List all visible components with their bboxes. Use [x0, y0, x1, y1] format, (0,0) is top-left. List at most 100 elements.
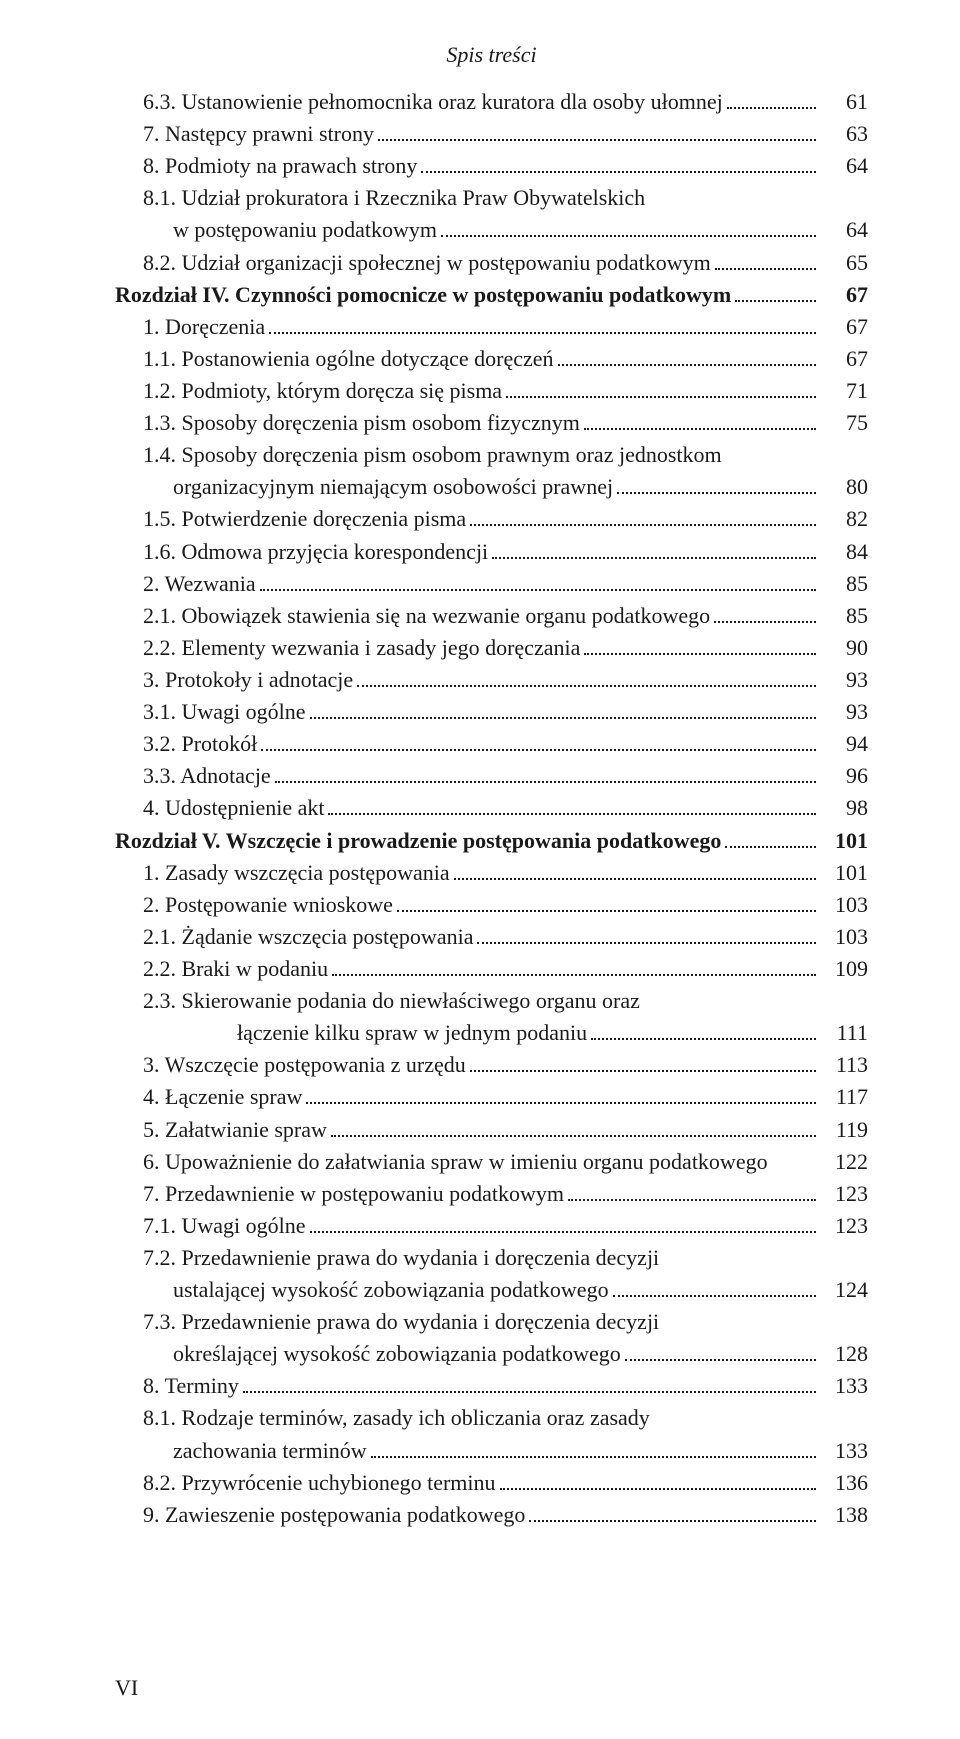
toc-page: 133	[820, 1370, 868, 1402]
toc-page: 136	[820, 1467, 868, 1499]
toc-page: 61	[820, 86, 868, 118]
toc-leader	[500, 1468, 816, 1490]
toc-row: 6. Upoważnienie do załatwiania spraw w i…	[115, 1146, 868, 1178]
toc-leader	[725, 826, 816, 848]
toc-label: 7.2. Przedawnienie prawa do wydania i do…	[115, 1242, 659, 1274]
toc-label: 1.6. Odmowa przyjęcia korespondencji	[115, 536, 488, 568]
toc-leader	[357, 665, 816, 687]
toc-label: 2.1. Żądanie wszczęcia postępowania	[115, 921, 473, 953]
toc-row: 7. Przedawnienie w postępowaniu podatkow…	[115, 1178, 868, 1210]
toc-leader	[477, 922, 816, 944]
toc-page: 63	[820, 118, 868, 150]
toc-row: 2.1. Obowiązek stawienia się na wezwanie…	[115, 600, 868, 632]
toc-label: ustalającej wysokość zobowiązania podatk…	[115, 1274, 609, 1306]
toc-page: 64	[820, 214, 868, 246]
toc-leader	[529, 1500, 816, 1522]
toc-page: 82	[820, 503, 868, 535]
toc-label: łączenie kilku spraw w jednym podaniu	[115, 1017, 587, 1049]
toc-row: 9. Zawieszenie postępowania podatkowego1…	[115, 1499, 868, 1531]
toc-leader	[332, 954, 816, 976]
toc-label: 2.2. Elementy wezwania i zasady jego dor…	[115, 632, 580, 664]
toc-leader	[727, 87, 816, 109]
toc-row: Rozdział IV. Czynności pomocnicze w post…	[115, 279, 868, 311]
toc-label: 8.2. Przywrócenie uchybionego terminu	[115, 1467, 496, 1499]
toc-label: 9. Zawieszenie postępowania podatkowego	[115, 1499, 525, 1531]
toc-page: 80	[820, 471, 868, 503]
toc-page: 71	[820, 375, 868, 407]
toc-row: 2. Wezwania85	[115, 568, 868, 600]
toc-page: 123	[820, 1178, 868, 1210]
toc-row: 1.4. Sposoby doręczenia pism osobom praw…	[115, 439, 868, 471]
toc-page: 75	[820, 407, 868, 439]
toc-leader	[275, 762, 816, 784]
page-number: VI	[115, 1675, 138, 1701]
toc-label: 7. Następcy prawni strony	[115, 118, 374, 150]
toc-label: w postępowaniu podatkowym	[115, 214, 437, 246]
toc-label: 3. Wszczęcie postępowania z urzędu	[115, 1049, 466, 1081]
toc-page: 65	[820, 247, 868, 279]
toc-label: 1.1. Postanowienia ogólne dotyczące dorę…	[115, 343, 554, 375]
toc-label: Rozdział IV. Czynności pomocnicze w post…	[115, 279, 731, 311]
toc-label: określającej wysokość zobowiązania podat…	[115, 1338, 621, 1370]
toc-page: 98	[820, 792, 868, 824]
toc-page: 85	[820, 568, 868, 600]
toc-row: Rozdział V. Wszczęcie i prowadzenie post…	[115, 825, 868, 857]
toc-leader	[243, 1372, 816, 1394]
toc-label: zachowania terminów	[115, 1435, 367, 1467]
toc-page: 117	[820, 1081, 868, 1113]
toc-page: 109	[820, 953, 868, 985]
toc-label: 3.2. Protokół	[115, 728, 257, 760]
toc-row: 2.2. Braki w podaniu 109	[115, 953, 868, 985]
toc-leader	[310, 1211, 816, 1233]
toc-page: 133	[820, 1435, 868, 1467]
toc-row: 2.2. Elementy wezwania i zasady jego dor…	[115, 632, 868, 664]
toc-label: 4. Udostępnienie akt	[115, 792, 324, 824]
toc-row: 3.1. Uwagi ogólne93	[115, 696, 868, 728]
toc-label: 6. Upoważnienie do załatwiania spraw w i…	[115, 1146, 768, 1178]
toc-row: 3. Wszczęcie postępowania z urzędu 113	[115, 1049, 868, 1081]
toc-label: 1.4. Sposoby doręczenia pism osobom praw…	[115, 439, 722, 471]
toc-row: 1.2. Podmioty, którym doręcza się pisma 7…	[115, 375, 868, 407]
toc-row: 7.1. Uwagi ogólne123	[115, 1210, 868, 1242]
toc-label: 4. Łączenie spraw	[115, 1081, 302, 1113]
toc-leader	[558, 344, 816, 366]
toc-row: 3.2. Protokół 94	[115, 728, 868, 760]
toc-label: 7.3. Przedawnienie prawa do wydania i do…	[115, 1306, 659, 1338]
toc-label: 2. Postępowanie wnioskowe	[115, 889, 393, 921]
toc-leader	[454, 858, 816, 880]
toc-label: 1.5. Potwierdzenie doręczenia pisma	[115, 503, 466, 535]
toc-page: 101	[820, 825, 868, 857]
toc-page: 103	[820, 921, 868, 953]
toc-label: 3. Protokoły i adnotacje	[115, 664, 353, 696]
toc-row: 1. Doręczenia67	[115, 311, 868, 343]
toc-row: 6.3. Ustanowienie pełnomocnika oraz kura…	[115, 86, 868, 118]
toc-page: 85	[820, 600, 868, 632]
toc-label: 1.3. Sposoby doręczenia pism osobom fizy…	[115, 407, 580, 439]
toc-leader	[735, 280, 816, 302]
toc-row: 3. Protokoły i adnotacje93	[115, 664, 868, 696]
toc-row: 2. Postępowanie wnioskowe103	[115, 889, 868, 921]
toc-row: zachowania terminów 133	[115, 1435, 868, 1467]
toc-page: 111	[820, 1017, 868, 1049]
toc-leader	[441, 216, 816, 238]
toc-row: 8.2. Udział organizacji społecznej w pos…	[115, 247, 868, 279]
toc-page: 113	[820, 1049, 868, 1081]
toc-label: 8.1. Rodzaje terminów, zasady ich oblicz…	[115, 1402, 650, 1434]
toc-leader	[378, 119, 816, 141]
toc-leader	[470, 1050, 816, 1072]
toc-leader	[306, 1083, 816, 1105]
toc-label: 1.2. Podmioty, którym doręcza się pisma	[115, 375, 502, 407]
toc-label: 2.2. Braki w podaniu	[115, 953, 328, 985]
toc-page: 94	[820, 728, 868, 760]
toc-leader	[331, 1115, 816, 1137]
toc-page: 67	[820, 311, 868, 343]
toc-leader	[397, 890, 816, 912]
toc-label: 1. Zasady wszczęcia postępowania	[115, 857, 450, 889]
toc-row: 8. Terminy133	[115, 1370, 868, 1402]
toc-leader	[506, 376, 816, 398]
toc-label: Rozdział V. Wszczęcie i prowadzenie post…	[115, 825, 721, 857]
toc-label: 3.1. Uwagi ogólne	[115, 696, 306, 728]
toc-page: 64	[820, 150, 868, 182]
toc-row: w postępowaniu podatkowym 64	[115, 214, 868, 246]
toc-page: 119	[820, 1114, 868, 1146]
